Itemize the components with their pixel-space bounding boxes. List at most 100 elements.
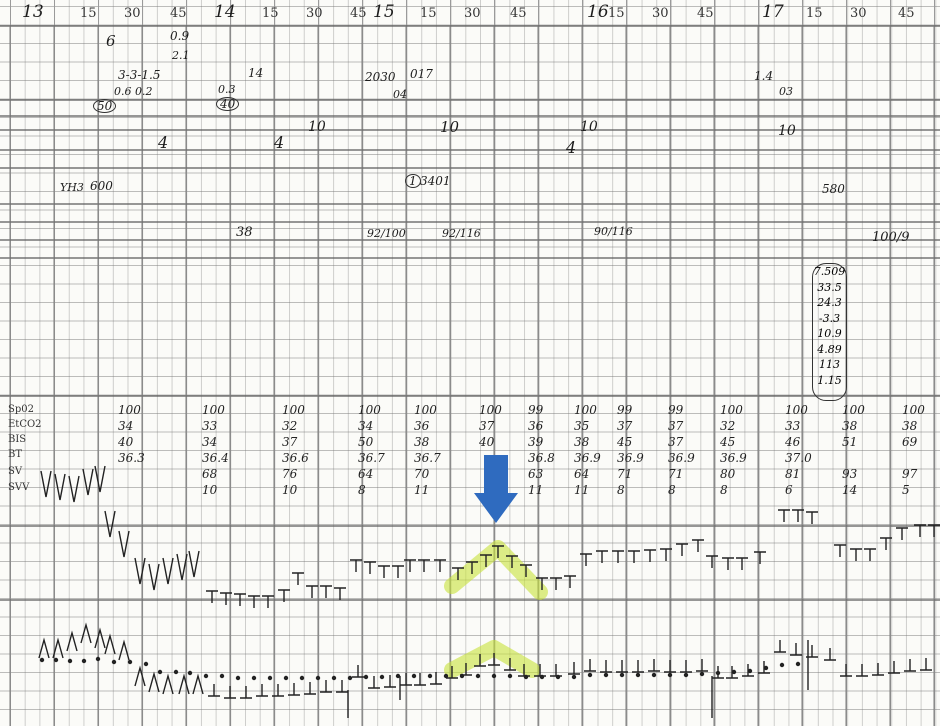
vital-value: 11 <box>574 483 590 497</box>
boxed-value: 4.89 <box>817 342 842 356</box>
vital-value: 6 <box>785 483 793 497</box>
diastolic-t-mark <box>504 658 516 671</box>
vital-value: 40 <box>118 435 134 449</box>
heart-rate-dot <box>555 674 561 680</box>
vital-value: 46 <box>785 435 801 449</box>
vital-value: 68 <box>202 467 218 481</box>
systolic-v-mark <box>118 530 130 558</box>
diastolic-t-mark <box>856 664 868 677</box>
minute-tick: 45 <box>898 6 915 21</box>
diastolic-t-mark <box>774 640 786 653</box>
vital-value: 71 <box>617 467 633 481</box>
systolic-t-mark <box>364 561 376 574</box>
heart-rate-dot <box>363 674 369 680</box>
diastolic-t-mark <box>384 675 396 688</box>
vital-value: 36 <box>528 419 544 433</box>
vital-row-label: EtCO2 <box>8 419 42 430</box>
vital-value: 36.9 <box>617 451 644 465</box>
vital-value: 39 <box>528 435 544 449</box>
diastolic-t-mark <box>352 665 364 678</box>
diastolic-a-mark <box>66 630 78 652</box>
diastolic-t-mark <box>272 684 284 697</box>
minute-tick: 45 <box>697 6 714 21</box>
heart-rate-dot <box>443 673 449 679</box>
diastolic-t-mark <box>696 659 708 672</box>
circled-note: 50 <box>93 99 117 113</box>
systolic-t-mark <box>850 548 862 561</box>
vital-value: 38 <box>574 435 590 449</box>
diastolic-t-mark <box>680 660 692 673</box>
heart-rate-dot <box>795 661 801 667</box>
heart-rate-dot <box>491 673 497 679</box>
systolic-highlight <box>444 540 548 600</box>
systolic-t-mark <box>778 509 790 522</box>
vital-value: 35 <box>574 419 590 433</box>
heart-rate-dot <box>667 672 673 678</box>
section-divider-lines <box>0 25 940 726</box>
vital-value: 34 <box>118 419 134 433</box>
heart-rate-dot <box>53 657 59 663</box>
diastolic-t-mark <box>256 684 268 697</box>
heart-rate-dot <box>683 672 689 678</box>
handwritten-note: 0.6 0.2 <box>114 85 153 98</box>
systolic-v-mark <box>104 510 116 538</box>
hour-mark: 16 <box>587 2 609 22</box>
systolic-t-mark <box>262 595 274 608</box>
circled-note: 1 <box>405 174 421 188</box>
diastolic-a-mark <box>148 671 160 693</box>
vital-value: 81 <box>785 467 801 481</box>
vital-value: 38 <box>414 435 430 449</box>
heart-rate-dot <box>315 675 321 681</box>
systolic-t-mark <box>792 509 804 522</box>
systolic-t-mark <box>834 544 846 557</box>
diastolic-a-mark <box>104 633 116 655</box>
vital-value: 33 <box>785 419 801 433</box>
handwritten-note: 600 <box>90 179 113 193</box>
vital-value: 76 <box>282 467 298 481</box>
diastolic-highlight <box>444 640 540 678</box>
heart-rate-dot <box>523 674 529 680</box>
vital-value: 36 <box>414 419 430 433</box>
minute-tick: 15 <box>80 6 97 21</box>
diastolic-t-mark <box>840 664 852 677</box>
systolic-t-mark <box>736 557 748 570</box>
systolic-t-mark <box>306 585 318 598</box>
diastolic-a-mark <box>52 637 64 659</box>
diastolic-t-mark <box>904 659 916 672</box>
systolic-v-mark <box>82 468 94 496</box>
systolic-t-mark <box>564 575 576 588</box>
vital-value: 45 <box>617 435 633 449</box>
handwritten-note: 4 <box>566 138 577 157</box>
heart-rate-dot <box>283 675 289 681</box>
systolic-t-mark <box>466 561 478 574</box>
vital-row-label: SVV <box>8 482 30 493</box>
vital-value: 34 <box>202 435 218 449</box>
heart-rate-dot <box>747 668 753 674</box>
heart-rate-dot <box>173 669 179 675</box>
systolic-t-mark <box>914 524 926 537</box>
heart-rate-dot <box>299 675 305 681</box>
vital-value: 100 <box>720 403 743 417</box>
vital-value: 45 <box>720 435 736 449</box>
down-arrow-icon <box>474 455 518 523</box>
heart-rate-dot <box>587 672 593 678</box>
vital-value: 8 <box>617 483 625 497</box>
systolic-t-mark <box>320 585 332 598</box>
boxed-value: 10.9 <box>817 327 842 340</box>
systolic-t-mark <box>896 527 908 540</box>
systolic-t-mark <box>278 589 290 602</box>
heart-rate-dot <box>571 674 577 680</box>
handwritten-note: 14 <box>248 66 264 80</box>
minute-tick: 15 <box>262 6 279 21</box>
vital-value: 100 <box>902 403 925 417</box>
vital-value: 71 <box>668 467 684 481</box>
diastolic-t-mark <box>664 660 676 673</box>
boxed-value: 113 <box>819 358 840 371</box>
systolic-v-mark <box>176 553 188 581</box>
systolic-t-mark <box>754 551 766 564</box>
handwritten-note: 92/100 <box>367 227 406 240</box>
systolic-t-mark <box>676 543 688 556</box>
systolic-t-mark <box>452 567 464 580</box>
diastolic-a-mark <box>94 627 106 649</box>
